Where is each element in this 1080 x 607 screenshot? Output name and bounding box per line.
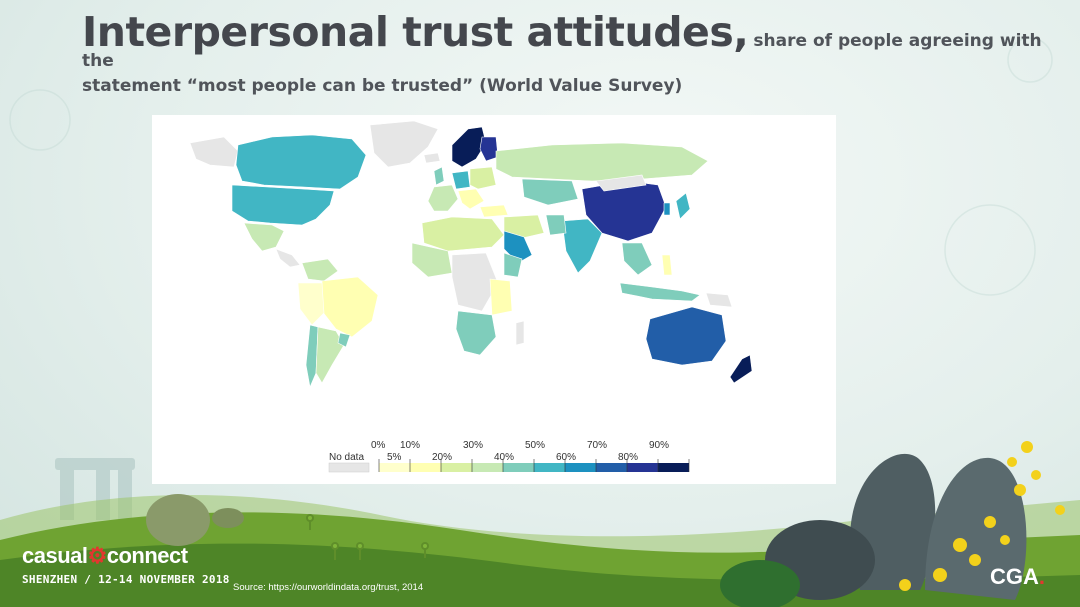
world-choropleth-map: [189, 120, 753, 473]
australia: [645, 306, 727, 366]
russia: [495, 142, 709, 182]
finland: [479, 136, 499, 162]
united-states: [231, 184, 335, 226]
legend-tick-30: 30%: [463, 440, 484, 451]
papua-new-guinea: [705, 292, 733, 308]
moss-stone-left: [146, 494, 244, 546]
japan: [675, 192, 691, 220]
legend-swatch: [410, 463, 441, 472]
peru-bolivia: [297, 282, 325, 326]
legend-tick-10: 10%: [400, 440, 421, 451]
slide-subtitle: share of people agreeing with the: [82, 31, 1042, 71]
source-citation: Source: https://ourworldindata.org/trust…: [233, 582, 424, 593]
slide-title-block: Interpersonal trust attitudes, share of …: [82, 12, 1042, 97]
southern-africa: [455, 310, 497, 356]
legend-swatch: [503, 463, 534, 472]
saudi-arabia: [503, 230, 533, 264]
legend-tick-5: 5%: [387, 452, 402, 463]
west-africa: [411, 242, 453, 278]
event-date-location: SHENZHEN / 12-14 NOVEMBER 2018: [22, 573, 230, 586]
france-spain: [427, 184, 459, 212]
legend-tick-0: 0%: [371, 440, 386, 451]
legend-no-data-swatch: [328, 462, 370, 473]
logo-word-connect: connect: [106, 543, 188, 568]
chile: [305, 324, 319, 389]
slide-subtitle-line2: statement “most people can be trusted” (…: [82, 76, 683, 96]
logo-word-casual: casual: [22, 543, 88, 568]
legend-tick-90: 90%: [649, 440, 670, 451]
legend-swatch: [379, 463, 410, 472]
alaska: [189, 136, 239, 168]
iran-iraq: [503, 214, 545, 240]
legend-swatch: [596, 463, 627, 472]
sprouts: [306, 514, 429, 560]
casual-connect-logo: casual⚙connect: [22, 543, 188, 569]
legend-tick-50: 50%: [525, 440, 546, 451]
colombia-venezuela: [301, 258, 339, 282]
east-africa: [489, 278, 513, 316]
map-legend: [328, 459, 690, 473]
korea: [663, 202, 671, 216]
indonesia: [619, 282, 701, 302]
central-america: [275, 248, 301, 268]
eastern-europe: [469, 166, 497, 190]
iceland: [423, 152, 441, 164]
mongolia: [595, 174, 647, 192]
cga-logo: CGA.: [990, 564, 1045, 590]
decorative-swirls: [9, 37, 1053, 296]
legend-swatch: [627, 463, 658, 472]
madagascar: [515, 320, 525, 346]
legend-swatch: [534, 463, 565, 472]
cga-logo-dot: .: [1038, 564, 1046, 589]
southeast-asia: [621, 242, 653, 276]
legend-tick-60: 60%: [556, 452, 577, 463]
world-map-panel: No data 0% 10% 30% 50% 70% 90% 5% 20% 40…: [152, 115, 836, 484]
mexico: [243, 222, 285, 252]
legend-swatch: [658, 463, 689, 472]
italy-balkans: [457, 188, 485, 210]
legend-swatch: [565, 463, 596, 472]
united-kingdom: [433, 166, 445, 186]
central-africa: [451, 252, 499, 312]
greenland: [369, 120, 439, 168]
legend-no-data-label: No data: [329, 452, 365, 463]
argentina: [315, 326, 345, 384]
kazakhstan: [521, 178, 579, 206]
philippines: [661, 254, 673, 276]
legend-tick-70: 70%: [587, 440, 608, 451]
legend-swatch: [472, 463, 503, 472]
slide-title: Interpersonal trust attitudes,: [82, 8, 749, 56]
north-africa: [421, 216, 505, 252]
ethiopia: [503, 252, 523, 278]
legend-color-scale: [379, 463, 689, 472]
india: [561, 218, 603, 274]
canada: [235, 134, 367, 190]
pakistan: [545, 214, 567, 236]
turkey: [479, 204, 509, 218]
new-zealand: [729, 354, 753, 384]
yellow-flowers: [899, 441, 1065, 591]
gear-icon: ⚙: [87, 543, 108, 568]
legend-tick-40: 40%: [494, 452, 515, 463]
cga-logo-text: CGA: [990, 564, 1039, 589]
legend-swatch: [441, 463, 472, 472]
uruguay: [337, 332, 351, 348]
legend-tick-marks: [378, 459, 690, 472]
germany-netherlands: [451, 170, 471, 190]
legend-tick-20: 20%: [432, 452, 453, 463]
rocks-right: [720, 453, 1027, 607]
brazil: [321, 276, 379, 338]
legend-tick-80: 80%: [618, 452, 639, 463]
